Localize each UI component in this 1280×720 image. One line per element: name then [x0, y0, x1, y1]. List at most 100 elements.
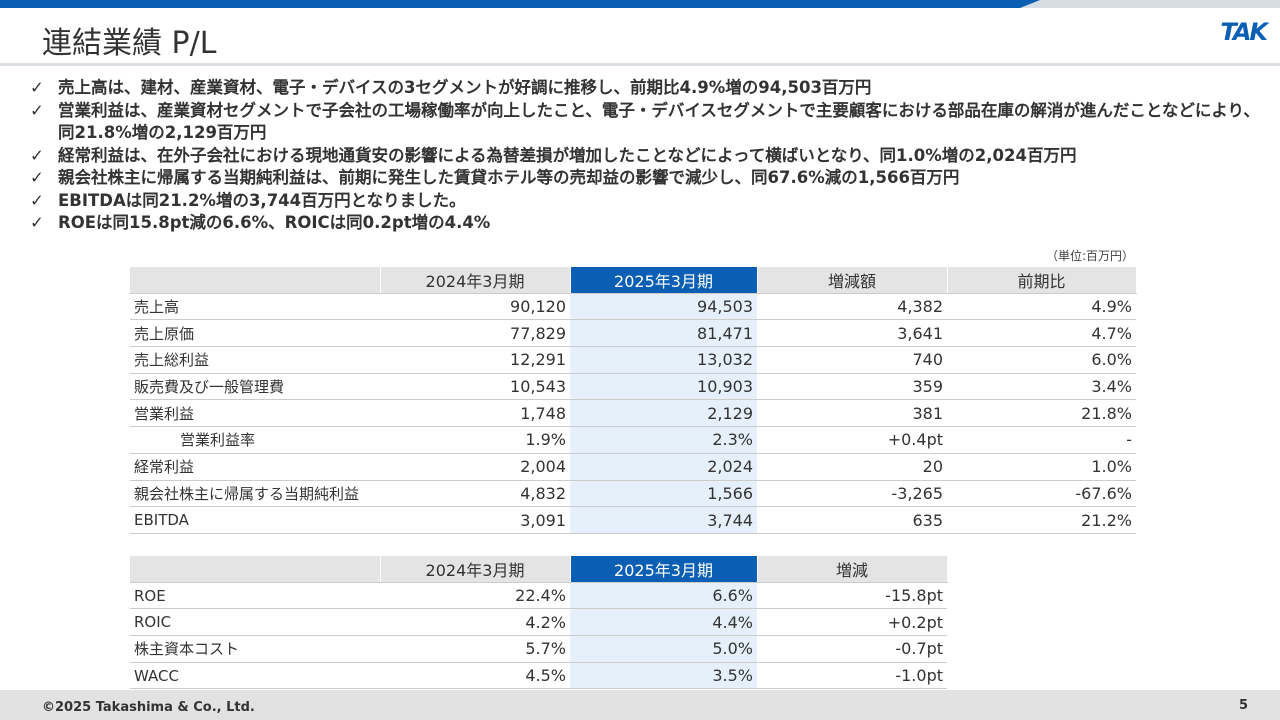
- row-label: 経常利益: [130, 453, 380, 481]
- table-row: 株主資本コスト 5.7% 5.0% -0.7pt: [130, 635, 947, 663]
- title: 連結業績 P/L: [42, 26, 217, 61]
- cell: 4,832: [380, 480, 570, 508]
- header-cell: [130, 267, 381, 294]
- row-label: EBITDA: [130, 506, 380, 534]
- cell: 94,503: [570, 293, 757, 321]
- cell: 740: [757, 346, 947, 374]
- unit-note: （単位:百万円）: [1045, 249, 1134, 263]
- table-row: 販売費及び一般管理費 10,543 10,903 359 3.4%: [130, 373, 1136, 401]
- row-label: 株主資本コスト: [130, 635, 380, 663]
- header-cell: 増減額: [757, 267, 948, 294]
- table-row: 親会社株主に帰属する当期純利益 4,832 1,566 -3,265 -67.6%: [130, 480, 1136, 508]
- cell: 6.0%: [947, 346, 1136, 374]
- cell: -67.6%: [947, 480, 1136, 508]
- table-row: EBITDA 3,091 3,744 635 21.2%: [130, 506, 1136, 534]
- cell: 381: [757, 399, 947, 428]
- header-row: 2024年3月期 2025年3月期 増減: [130, 556, 948, 583]
- table-row: 売上高 90,120 94,503 4,382 4.9%: [130, 293, 1136, 321]
- header-cell: 増減: [757, 556, 948, 583]
- cell: -1.0pt: [757, 662, 947, 690]
- header-cell: 前期比: [947, 267, 1137, 294]
- cell: 13,032: [570, 346, 757, 374]
- cell: 2.3%: [570, 426, 757, 454]
- bullet: 経常利益は、在外子会社における現地通貨安の影響による為替差損が増加したことなどに…: [30, 145, 1265, 168]
- top-bar: [0, 0, 1280, 8]
- header-cell: 2025年3月期: [570, 556, 758, 583]
- header-cell: 2024年3月期: [380, 556, 571, 583]
- cell: 359: [757, 373, 947, 401]
- row-label: 販売費及び一般管理費: [130, 373, 380, 401]
- cell: 3.5%: [570, 662, 757, 690]
- cell: 4.9%: [947, 293, 1136, 321]
- cell: 2,129: [570, 399, 757, 428]
- table-row: 売上原価 77,829 81,471 3,641 4.7%: [130, 319, 1136, 348]
- cell: 81,471: [570, 319, 757, 348]
- cell: 2,024: [570, 453, 757, 481]
- cell: 4.5%: [380, 662, 570, 690]
- cell: 4.4%: [570, 608, 757, 637]
- top-bar-accent: [1020, 0, 1280, 8]
- row-label: ROIC: [130, 608, 380, 637]
- header-row: 2024年3月期 2025年3月期 増減額 前期比: [130, 267, 1137, 294]
- row-label: 営業利益: [130, 399, 380, 428]
- cell: 5.0%: [570, 635, 757, 663]
- table-row: 経常利益 2,004 2,024 20 1.0%: [130, 453, 1136, 481]
- cell: +0.4pt: [757, 426, 947, 454]
- cell: 1.9%: [380, 426, 570, 454]
- header-cell: [130, 556, 381, 583]
- bullet: 売上高は、建材、産業資材、電子・デバイスの3セグメントが好調に推移し、前期比4.…: [30, 77, 1265, 100]
- cell: 2,004: [380, 453, 570, 481]
- cell: +0.2pt: [757, 608, 947, 637]
- table-row: ROIC 4.2% 4.4% +0.2pt: [130, 608, 947, 637]
- bullet: EBITDAは同21.2%増の3,744百万円となりました。: [30, 190, 1265, 213]
- table-row: 売上総利益 12,291 13,032 740 6.0%: [130, 346, 1136, 374]
- table-row: 営業利益率 1.9% 2.3% +0.4pt -: [130, 426, 1136, 454]
- bullet: 営業利益は、産業資材セグメントで子会社の工場稼働率が向上したこと、電子・デバイス…: [30, 100, 1265, 145]
- cell: 3,744: [570, 506, 757, 534]
- cell: 90,120: [380, 293, 570, 321]
- row-label: 売上原価: [130, 319, 380, 348]
- row-label: 売上高: [130, 293, 380, 321]
- cell: 4.2%: [380, 608, 570, 637]
- table-row: 営業利益 1,748 2,129 381 21.8%: [130, 399, 1136, 428]
- logo: TAK: [1220, 18, 1268, 46]
- cell: 12,291: [380, 346, 570, 374]
- cell: 10,543: [380, 373, 570, 401]
- cell: -3,265: [757, 480, 947, 508]
- table-row: ROE 22.4% 6.6% -15.8pt: [130, 582, 947, 610]
- ratio-table: 2024年3月期 2025年3月期 増減 ROE 22.4% 6.6% -15.8pt ROI…: [130, 556, 948, 690]
- cell: 21.2%: [947, 506, 1136, 534]
- cell: -: [947, 426, 1136, 454]
- cell: 77,829: [380, 319, 570, 348]
- copyright: ©2025 Takashima & Co., Ltd.: [42, 700, 255, 715]
- cell: 635: [757, 506, 947, 534]
- header-cell: 2024年3月期: [380, 267, 571, 294]
- cell: 3.4%: [947, 373, 1136, 401]
- title-rule: [0, 63, 1280, 66]
- cell: 1,566: [570, 480, 757, 508]
- cell: 22.4%: [380, 582, 570, 610]
- cell: 6.6%: [570, 582, 757, 610]
- footer-bar: [0, 690, 1280, 720]
- bullet: 親会社株主に帰属する当期純利益は、前期に発生した賃貸ホテル等の売却益の影響で減少…: [30, 167, 1265, 190]
- table-row: WACC 4.5% 3.5% -1.0pt: [130, 662, 947, 690]
- row-label: WACC: [130, 662, 380, 690]
- cell: 4,382: [757, 293, 947, 321]
- cell: 20: [757, 453, 947, 481]
- cell: 5.7%: [380, 635, 570, 663]
- row-label: 親会社株主に帰属する当期純利益: [130, 480, 380, 508]
- cell: 10,903: [570, 373, 757, 401]
- cell: -15.8pt: [757, 582, 947, 610]
- cell: 3,641: [757, 319, 947, 348]
- cell: -0.7pt: [757, 635, 947, 663]
- header-cell: 2025年3月期: [570, 267, 758, 294]
- cell: 3,091: [380, 506, 570, 534]
- pl-table: 2024年3月期 2025年3月期 増減額 前期比 売上高 90,120 94,503 4,3…: [130, 267, 1137, 534]
- row-label: ROE: [130, 582, 380, 610]
- row-label: 売上総利益: [130, 346, 380, 374]
- cell: 21.8%: [947, 399, 1136, 428]
- bullet-list: 売上高は、建材、産業資材、電子・デバイスの3セグメントが好調に推移し、前期比4.…: [30, 77, 1265, 235]
- cell: 1,748: [380, 399, 570, 428]
- page-number: 5: [1238, 698, 1248, 713]
